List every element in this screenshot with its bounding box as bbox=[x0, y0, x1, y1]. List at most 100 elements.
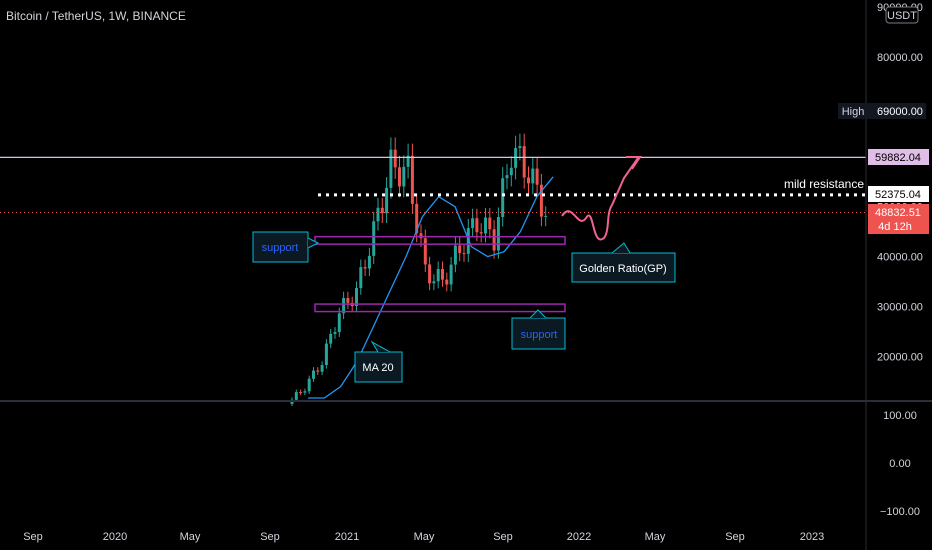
support-callout-right[interactable]: support bbox=[511, 309, 566, 350]
time-tick-label: Sep bbox=[260, 531, 280, 543]
candle-body bbox=[484, 217, 487, 234]
time-tick-label: 2023 bbox=[800, 531, 824, 543]
candle-body bbox=[380, 207, 384, 214]
candle-body bbox=[299, 392, 303, 394]
candle-body bbox=[355, 288, 358, 307]
candle-body bbox=[544, 215, 548, 217]
price-axis[interactable]: 20000.0030000.0040000.0050000.0060000.00… bbox=[877, 2, 923, 364]
candle-body bbox=[324, 343, 328, 366]
candle-body bbox=[389, 149, 393, 188]
time-tick-label: May bbox=[645, 531, 666, 543]
resistance-value: 59882.04 bbox=[875, 152, 921, 164]
candle-body bbox=[410, 155, 414, 204]
candle-body bbox=[527, 177, 530, 184]
candle-body bbox=[462, 253, 466, 255]
candle-body bbox=[372, 221, 376, 256]
candle-body bbox=[488, 217, 492, 230]
candle-body bbox=[367, 255, 371, 269]
time-axis[interactable]: Sep 2020 May Sep 2021 May Sep 2022 May Sep 2023 bbox=[23, 531, 824, 543]
time-tick-label: 2022 bbox=[567, 531, 591, 543]
golden-ratio-label: Golden Ratio(GP) bbox=[579, 263, 666, 275]
ma20-callout[interactable]: MA 20 bbox=[354, 340, 403, 383]
candle-body bbox=[303, 391, 307, 393]
support-band-lower bbox=[314, 303, 566, 313]
price-tick-label: 20000.00 bbox=[877, 352, 923, 364]
last-price-tag: 48832.51 4d 12h bbox=[868, 204, 929, 234]
time-tick-label: May bbox=[180, 531, 201, 543]
ma20-line bbox=[308, 176, 554, 399]
candle-body bbox=[432, 281, 436, 284]
projected-path-arrow bbox=[561, 157, 639, 241]
price-tick-label: 80000.00 bbox=[877, 52, 923, 64]
currency-label: USDT bbox=[887, 10, 917, 22]
mild-value: 52375.04 bbox=[875, 189, 921, 201]
arrow-head bbox=[626, 156, 642, 170]
high-tag: High 69000.00 bbox=[838, 103, 926, 119]
support-band-upper bbox=[314, 235, 566, 245]
time-tick-label: Sep bbox=[23, 531, 43, 543]
candle-body bbox=[492, 229, 496, 251]
candle-body bbox=[509, 167, 513, 176]
candle-body bbox=[458, 245, 462, 254]
price-tick-label: 40000.00 bbox=[877, 252, 923, 264]
candle-body bbox=[505, 175, 509, 179]
oscillator-tick-label: 0.00 bbox=[889, 458, 910, 470]
mild-resistance-label: mild resistance bbox=[784, 177, 864, 191]
candle-body bbox=[531, 168, 535, 184]
oscillator-tick-label: 100.00 bbox=[883, 410, 917, 422]
candle-body bbox=[535, 168, 539, 185]
candle-body bbox=[415, 203, 419, 234]
resistance-price-tag: 59882.04 bbox=[868, 149, 929, 165]
candle-body bbox=[406, 155, 410, 167]
candle-body bbox=[501, 178, 505, 218]
candle-body bbox=[363, 267, 367, 269]
candle-body bbox=[445, 279, 449, 285]
support-label-left: support bbox=[262, 242, 299, 254]
golden-ratio-callout[interactable]: Golden Ratio(GP) bbox=[571, 242, 676, 283]
candle-body bbox=[329, 333, 333, 344]
candle-body bbox=[359, 267, 363, 289]
candle-body bbox=[479, 232, 483, 234]
time-tick-label: 2020 bbox=[103, 531, 127, 543]
candle-body bbox=[393, 149, 397, 168]
support-label-right: support bbox=[521, 329, 558, 341]
ma20-label: MA 20 bbox=[362, 362, 393, 374]
candle-body bbox=[453, 245, 457, 265]
support-callout-left[interactable]: support bbox=[252, 231, 320, 263]
candle-body bbox=[376, 207, 380, 222]
candle-body bbox=[402, 166, 406, 187]
candle-body bbox=[436, 269, 440, 282]
candle-body bbox=[294, 392, 298, 400]
countdown-value: 4d 12h bbox=[878, 221, 912, 233]
candle-body bbox=[342, 297, 346, 314]
last-price-value: 48832.51 bbox=[875, 207, 921, 219]
oscillator-axis[interactable]: 100.00 0.00 −100.00 bbox=[880, 410, 920, 518]
mild-price-tag: 52375.04 bbox=[868, 186, 929, 202]
candle-body bbox=[428, 264, 432, 284]
oscillator-tick-label: −100.00 bbox=[880, 506, 920, 518]
high-tag-label: High bbox=[842, 106, 865, 118]
high-value: 69000.00 bbox=[877, 106, 923, 118]
candle-body bbox=[333, 332, 337, 334]
candle-body bbox=[419, 233, 423, 239]
candle-body bbox=[307, 378, 311, 392]
candlestick-series bbox=[290, 133, 548, 407]
candle-body bbox=[337, 313, 341, 333]
time-tick-label: 2021 bbox=[335, 531, 359, 543]
candle-body bbox=[346, 297, 350, 303]
candle-body bbox=[496, 217, 500, 251]
candle-body bbox=[522, 146, 526, 178]
price-tick-label: 30000.00 bbox=[877, 302, 923, 314]
candle-body bbox=[466, 228, 470, 254]
time-tick-label: Sep bbox=[725, 531, 745, 543]
candle-body bbox=[539, 184, 543, 217]
candle-body bbox=[316, 370, 320, 372]
candle-body bbox=[441, 269, 444, 280]
time-tick-label: Sep bbox=[493, 531, 513, 543]
candle-body bbox=[449, 264, 453, 285]
candle-body bbox=[423, 238, 427, 265]
candle-body bbox=[385, 187, 389, 214]
time-tick-label: May bbox=[414, 531, 435, 543]
currency-button[interactable]: USDT bbox=[885, 6, 919, 24]
